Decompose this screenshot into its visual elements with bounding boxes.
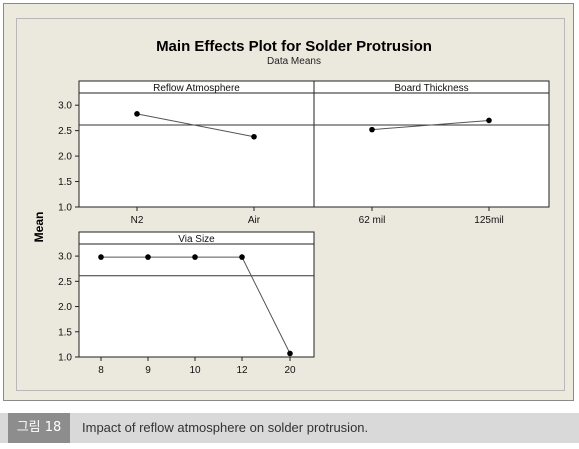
plot-area: Main Effects Plot for Solder Protrusion D…	[16, 18, 565, 391]
data-point	[98, 254, 104, 260]
panel-3-frame	[78, 231, 315, 358]
x-tick-label: 12	[236, 365, 248, 376]
panel-1-frame	[78, 80, 315, 208]
y-tick-label: 1.0	[58, 353, 72, 364]
y-tick-label: 1.0	[58, 203, 72, 214]
data-point	[145, 254, 151, 260]
data-point	[251, 133, 257, 140]
panel-2-title: Board Thickness	[394, 83, 468, 94]
y-tick-label: 1.5	[58, 327, 72, 338]
figure-caption: Impact of reflow atmosphere on solder pr…	[82, 420, 369, 435]
figure-number-tag: 그림 18	[8, 413, 70, 443]
x-tick-label: 125mil	[474, 215, 503, 226]
y-tick-label: 2.0	[58, 302, 72, 313]
data-point	[369, 126, 375, 133]
x-tick-label: N2	[131, 215, 144, 226]
data-point	[287, 350, 293, 357]
x-tick-label: 20	[284, 365, 296, 376]
chart-title: Main Effects Plot for Solder Protrusion	[156, 38, 432, 55]
caption-bar: 그림 18 Impact of reflow atmosphere on sol…	[0, 413, 579, 443]
y-tick-label: 2.5	[58, 277, 72, 288]
panel-2-frame	[313, 80, 550, 208]
x-tick-label: 9	[145, 365, 151, 376]
panel-1-series-line	[136, 113, 255, 138]
x-tick-label: Air	[248, 215, 261, 226]
chart-subtitle: Data Means	[267, 56, 321, 67]
main-effects-chart: Main Effects Plot for Solder ProtrusionD…	[32, 38, 550, 376]
data-point	[486, 117, 492, 124]
y-tick-label: 2.0	[58, 152, 72, 163]
data-point	[192, 254, 198, 260]
figure-frame: Main Effects Plot for Solder Protrusion D…	[3, 3, 574, 401]
y-tick-label: 2.5	[58, 126, 72, 137]
panel-3-title: Via Size	[178, 234, 215, 245]
x-tick-label: 62 mil	[359, 215, 386, 226]
x-tick-label: 10	[189, 365, 201, 376]
panel-2-series-line	[371, 119, 490, 131]
x-tick-label: 8	[98, 365, 104, 376]
y-tick-label: 3.0	[58, 101, 72, 112]
data-point	[239, 254, 245, 260]
data-point	[134, 111, 140, 117]
y-axis-label: Mean	[32, 212, 46, 243]
y-tick-label: 3.0	[58, 252, 72, 263]
y-tick-label: 1.5	[58, 177, 72, 188]
panel-1-title: Reflow Atmosphere	[153, 83, 240, 94]
